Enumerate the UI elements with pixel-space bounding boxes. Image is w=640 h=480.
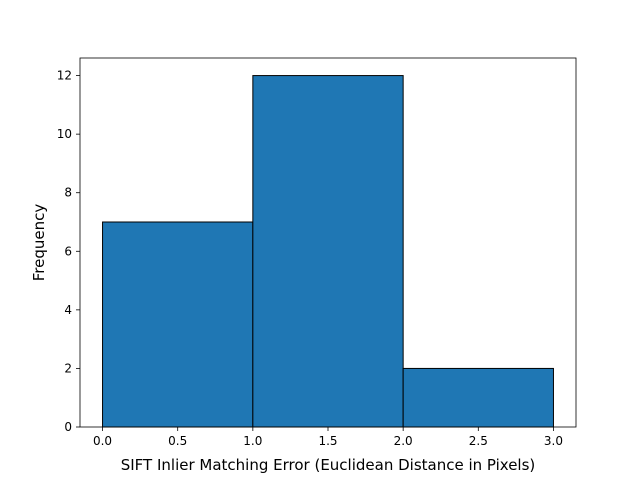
x-tick-label: 1.5: [318, 434, 337, 448]
histogram-bar-3: [402, 367, 554, 428]
histogram-bar-1: [102, 221, 254, 428]
x-tick-label: 0.5: [168, 434, 187, 448]
y-axis-ticks: 0 2 4 6 8 10 12: [57, 69, 80, 434]
y-tick-label: 0: [64, 420, 72, 434]
x-axis-ticks: 0.0 0.5 1.0 1.5 2.0 2.5 3.0: [93, 427, 563, 448]
x-tick-label: 1.0: [243, 434, 262, 448]
y-tick-label: 6: [64, 244, 72, 258]
y-tick-label: 4: [64, 303, 72, 317]
y-tick-label: 10: [57, 127, 72, 141]
y-tick-label: 12: [57, 69, 72, 83]
bars: [102, 75, 554, 428]
y-axis-label: Frequency: [30, 204, 48, 282]
y-tick-label: 2: [64, 361, 72, 375]
histogram-bar-2: [252, 75, 404, 428]
x-tick-label: 3.0: [544, 434, 563, 448]
y-tick-label: 8: [64, 186, 72, 200]
x-tick-label: 2.0: [394, 434, 413, 448]
x-axis-label: SIFT Inlier Matching Error (Euclidean Di…: [121, 456, 536, 474]
x-tick-label: 2.5: [469, 434, 488, 448]
x-tick-label: 0.0: [93, 434, 112, 448]
